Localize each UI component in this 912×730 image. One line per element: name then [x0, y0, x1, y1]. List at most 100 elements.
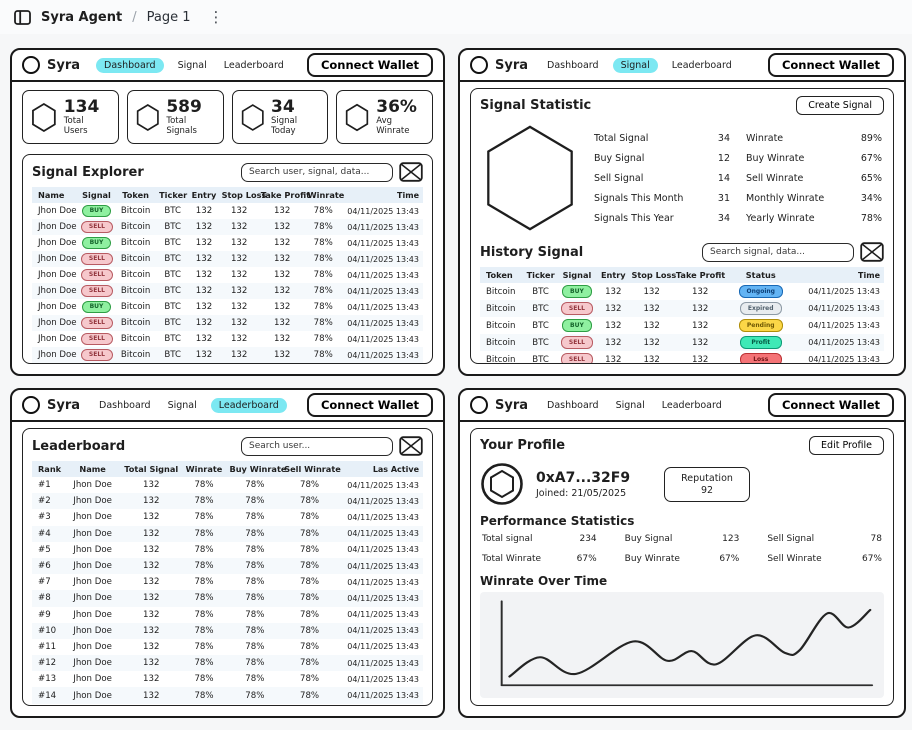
table-cell: 132	[273, 222, 291, 232]
table-cell: 04/11/2025 13:43	[347, 610, 419, 620]
nav-leaderboard[interactable]: Leaderboard	[661, 399, 722, 411]
table-row[interactable]: Bitcoin BTC SELL 132 132 132 Profit 04/11/2025 …	[480, 334, 884, 351]
sidebar-toggle-icon[interactable]	[14, 9, 31, 25]
table-row[interactable]: #2 Jhon Doe 132 78% 78% 78% 04/11/2025 13:43	[32, 493, 423, 510]
section-title: Leaderboard	[32, 438, 126, 454]
stat-label: Total Winrate	[482, 554, 542, 564]
table-cell: Jhon Doe	[73, 528, 112, 539]
search-input[interactable]	[702, 242, 854, 262]
nav-dashboard[interactable]: Dashboard	[99, 399, 151, 411]
nav-leaderboard[interactable]: Leaderboard	[210, 397, 287, 413]
table-row[interactable]: Bitcoin BTC SELL 132 132 132 Loss 04/11/2025 13…	[480, 351, 884, 364]
table-cell: BTC	[164, 222, 182, 232]
connect-wallet-button[interactable]: Connect Wallet	[767, 393, 894, 417]
leaderboard-table: Rank Name Total Signal Winrate Buy Winrate Se…	[32, 461, 423, 704]
table-cell: 78%	[313, 318, 333, 328]
table-cell: 132	[605, 320, 622, 331]
table-row[interactable]: Jhon Doe SELL Bitcoin BTC 132 132 132 78% 04/11/…	[32, 331, 423, 347]
table-row[interactable]: Bitcoin BTC BUY 132 132 132 Ongoing 04/11/2025 …	[480, 283, 884, 300]
table-cell: 132	[643, 337, 660, 348]
table-cell: 132	[195, 254, 213, 264]
table-row[interactable]: #13 Jhon Doe 132 78% 78% 78% 04/11/2025 13:43	[32, 671, 423, 687]
nav-signal[interactable]: Signal	[615, 399, 645, 411]
stat-card-signal-today: 34 Signal Today	[231, 90, 329, 144]
connect-wallet-button[interactable]: Connect Wallet	[306, 393, 433, 417]
table-row[interactable]: #9 Jhon Doe 132 78% 78% 78% 04/11/2025 13:43	[32, 607, 423, 623]
table-row[interactable]: #8 Jhon Doe 132 78% 78% 78% 04/11/2025 13:43	[32, 590, 423, 607]
search-action-button[interactable]	[399, 436, 423, 456]
nav-dashboard[interactable]: Dashboard	[96, 57, 164, 73]
table-row[interactable]: #11 Jhon Doe 132 78% 78% 78% 04/11/2025 13:43	[32, 639, 423, 655]
table-row[interactable]: #14 Jhon Doe 132 78% 78% 78% 04/11/2025 13:43	[32, 687, 423, 704]
table-cell: #6	[38, 561, 51, 572]
create-signal-button[interactable]: Create Signal	[796, 96, 884, 115]
table-row[interactable]: #7 Jhon Doe 132 78% 78% 78% 04/11/2025 13:43	[32, 574, 423, 590]
table-row[interactable]: #12 Jhon Doe 132 78% 78% 78% 04/11/2025 13:43	[32, 655, 423, 672]
table-row[interactable]: Jhon Doe BUY Bitcoin BTC 132 132 132 78% 04/11/2…	[32, 299, 423, 315]
column-header: Stop Loss	[219, 187, 266, 203]
table-row[interactable]: Bitcoin BTC BUY 132 132 132 Pending 04/11/2025 …	[480, 317, 884, 334]
table-cell: SELL	[79, 347, 114, 363]
table-row[interactable]: Jhon Doe BUY Bitcoin BTC 132 132 132 78% 04/11/2…	[32, 203, 423, 219]
table-row[interactable]: Jhon Doe SELL Bitcoin BTC 132 132 132 78% 04/11/…	[32, 347, 423, 363]
table-cell: 04/11/2025 13:43	[347, 691, 419, 701]
table-cell: 132	[143, 577, 160, 588]
table-row[interactable]: #3 Jhon Doe 132 78% 78% 78% 04/11/2025 13:43	[32, 509, 423, 525]
table-cell: SELL	[557, 300, 597, 317]
table-cell: #8	[38, 593, 51, 604]
table-cell: Ongoing	[726, 283, 795, 300]
nav-leaderboard[interactable]: Leaderboard	[671, 59, 732, 71]
table-cell: Bitcoin	[486, 286, 516, 297]
table-row[interactable]: #10 Jhon Doe 132 78% 78% 78% 04/11/2025 13:43	[32, 622, 423, 639]
table-row[interactable]: Jhon Doe BUY Bitcoin BTC 132 132 132 78% 04/11/2…	[32, 235, 423, 251]
table-row[interactable]: Jhon Doe SELL Bitcoin BTC 132 132 132 78% 04/11/…	[32, 283, 423, 299]
nav-signal[interactable]: Signal	[612, 57, 658, 73]
search-action-button[interactable]	[399, 162, 423, 182]
table-row[interactable]: Bitcoin BTC SELL 132 132 132 Expired 04/11/2025…	[480, 300, 884, 317]
nav-signal[interactable]: Signal	[177, 59, 207, 71]
table-cell: 132	[230, 238, 248, 248]
nav-signal[interactable]: Signal	[167, 399, 197, 411]
table-cell: 132	[643, 320, 660, 331]
stat-value: 234	[579, 534, 597, 544]
nav-leaderboard[interactable]: Leaderboard	[223, 59, 284, 71]
signal-badge: SELL	[80, 316, 113, 330]
table-cell: 132	[605, 303, 622, 314]
table-cell: Jhon Doe	[73, 512, 112, 523]
table-cell: Bitcoin	[120, 222, 151, 232]
table-row[interactable]: #4 Jhon Doe 132 78% 78% 78% 04/11/2025 13:43	[32, 525, 423, 542]
stat-label: Sell Signal	[767, 534, 815, 544]
table-cell: Jhon Doe	[38, 238, 77, 248]
edit-profile-button[interactable]: Edit Profile	[809, 436, 884, 455]
table-row[interactable]: #1 Jhon Doe 132 78% 78% 78% 04/11/2025 13:43	[32, 477, 423, 493]
table-cell: 04/11/2025 13:43	[808, 355, 880, 364]
connect-wallet-button[interactable]: Connect Wallet	[306, 53, 433, 77]
box-x-icon	[399, 436, 423, 456]
signal-explorer-card: Signal Explorer NameSignalTokenTickerEnt…	[22, 154, 433, 364]
connect-wallet-button[interactable]: Connect Wallet	[767, 53, 894, 77]
nav-dashboard[interactable]: Dashboard	[547, 59, 599, 71]
table-row[interactable]: Jhon Doe SELL Bitcoin BTC 132 132 132 78% 04/11/…	[32, 251, 423, 267]
column-header: Time	[795, 267, 884, 283]
table-row[interactable]: Jhon Doe SELL Bitcoin BTC 132 132 132 78% 04/11/…	[32, 267, 423, 283]
table-cell: 132	[230, 302, 248, 312]
table-row[interactable]: Jhon Doe SELL Bitcoin BTC 132 132 132 78% 04/11/…	[32, 219, 423, 235]
table-row[interactable]: Jhon Doe SELL Bitcoin BTC 132 132 132 78% 04/11/…	[32, 315, 423, 331]
table-cell: 78%	[194, 528, 214, 539]
search-input[interactable]	[241, 162, 393, 182]
stat-value: 34	[271, 96, 295, 117]
kebab-menu-icon[interactable]: ⋮	[208, 8, 225, 26]
table-row[interactable]: #5 Jhon Doe 132 78% 78% 78% 04/11/2025 13:43	[32, 542, 423, 558]
table-row[interactable]: #6 Jhon Doe 132 78% 78% 78% 04/11/2025 13:43	[32, 557, 423, 575]
table-cell: 78%	[245, 658, 265, 669]
table-cell: 78%	[194, 561, 214, 572]
column-header: Buy Winrate	[227, 461, 286, 477]
nav-links: Dashboard Signal Leaderboard	[544, 57, 735, 73]
search-input[interactable]	[241, 436, 393, 456]
breadcrumb-page[interactable]: Page 1	[146, 9, 191, 25]
table-cell: #11	[38, 641, 57, 652]
nav-dashboard[interactable]: Dashboard	[547, 399, 599, 411]
table-cell: 132	[643, 354, 660, 364]
winrate-line-chart	[500, 600, 874, 687]
search-action-button[interactable]	[860, 242, 884, 262]
